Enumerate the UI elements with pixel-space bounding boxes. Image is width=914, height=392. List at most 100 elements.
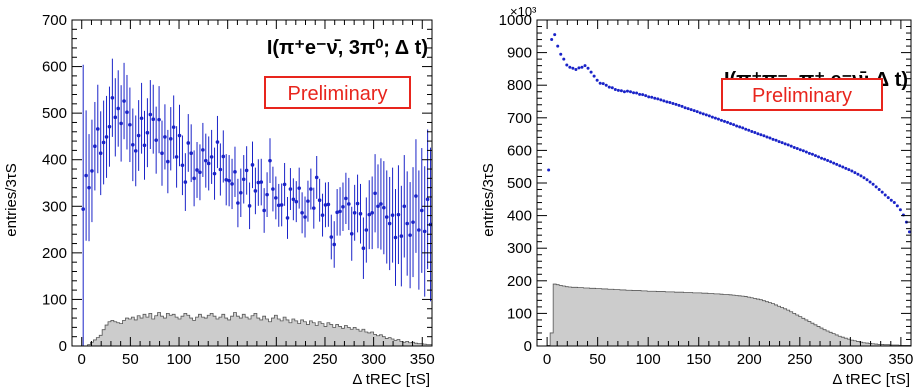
right-y-axis-label: entries/3τS (480, 163, 497, 236)
data-point (274, 196, 278, 200)
x-tick-label: 150 (686, 351, 711, 368)
data-point (122, 99, 126, 103)
data-point (402, 204, 407, 209)
data-point (883, 193, 887, 197)
data-point (756, 132, 760, 136)
data-point (104, 135, 109, 139)
data-point (422, 229, 427, 234)
data-point (747, 128, 751, 132)
data-point (577, 66, 581, 70)
data-point (425, 197, 430, 202)
data-point (647, 95, 651, 99)
left-y-axis-label: entries/3τS (3, 163, 20, 236)
data-point (783, 142, 787, 146)
left-chart-panel: entries/3τS 0 50 100 150 200 250 300 350 0 100 200… (3, 12, 435, 388)
data-point (382, 205, 386, 210)
data-point (622, 90, 626, 94)
data-point (659, 98, 663, 102)
data-point (871, 182, 875, 186)
data-point (820, 156, 824, 160)
data-point (87, 185, 91, 190)
data-point (850, 169, 854, 173)
data-point (689, 108, 693, 112)
data-point (571, 66, 575, 70)
data-point (180, 163, 185, 168)
data-point (332, 242, 337, 247)
data-point (256, 180, 261, 185)
data-point (665, 100, 669, 104)
data-point (601, 82, 605, 86)
data-point (276, 203, 281, 208)
data-point (692, 109, 696, 113)
data-point (853, 171, 857, 175)
data-point (604, 83, 608, 87)
data-point (856, 172, 860, 176)
left-chart-title: I(π⁺e⁻ν̄, 3π⁰; Δ t) (267, 37, 428, 59)
left-plot-area: 0 50 100 150 200 250 300 350 0 100 200 300 400 500 600… (42, 12, 435, 368)
data-point (317, 198, 322, 203)
data-point (595, 78, 599, 82)
data-point (128, 122, 132, 127)
data-point (880, 190, 884, 194)
data-point (559, 52, 563, 56)
data-point (644, 94, 648, 98)
data-point (804, 150, 808, 154)
data-point (650, 95, 654, 99)
data-point (898, 208, 902, 212)
data-point (586, 66, 590, 70)
x-tick-label: 150 (215, 351, 240, 368)
data-point (889, 198, 893, 202)
x-tick-label: 350 (888, 351, 913, 368)
data-point (738, 125, 742, 129)
data-point (574, 68, 578, 72)
data-point (370, 211, 374, 215)
data-point (361, 246, 366, 250)
data-point (174, 155, 179, 159)
x-tick-label: 350 (410, 351, 435, 368)
data-point (547, 168, 551, 172)
y-tick-label: 500 (42, 105, 67, 122)
data-point (641, 93, 645, 97)
data-point (297, 186, 301, 190)
data-point (323, 203, 328, 207)
left-preliminary-badge (264, 76, 411, 109)
data-point (148, 112, 153, 117)
data-point (774, 138, 778, 142)
data-point (157, 117, 161, 122)
data-point (610, 86, 614, 90)
data-point (311, 206, 316, 210)
data-point (294, 199, 299, 204)
data-point (341, 204, 345, 209)
x-tick-label: 0 (543, 351, 551, 368)
data-point (387, 221, 392, 226)
data-point (113, 115, 118, 120)
data-point (862, 176, 866, 180)
data-point (744, 127, 748, 131)
data-point (408, 233, 412, 237)
data-point (786, 143, 790, 147)
data-point (250, 163, 255, 167)
data-point (373, 191, 377, 196)
data-point (832, 161, 836, 165)
data-point (607, 85, 611, 89)
x-tick-label: 250 (312, 351, 337, 368)
data-point (314, 175, 319, 180)
data-point (221, 154, 226, 159)
data-point (393, 235, 398, 240)
data-point (291, 197, 296, 202)
data-point (320, 213, 325, 217)
data-point (285, 216, 290, 220)
x-tick-label: 300 (361, 351, 386, 368)
data-point (753, 130, 757, 134)
data-point (338, 209, 342, 214)
data-point (215, 140, 220, 144)
data-point (719, 118, 723, 122)
data-point (244, 168, 249, 173)
left-preliminary-label: Preliminary (287, 83, 387, 105)
data-point (598, 81, 602, 85)
data-point (189, 151, 193, 155)
data-point (160, 151, 164, 155)
data-point (355, 201, 360, 206)
data-point (674, 102, 678, 106)
data-point (198, 170, 202, 175)
